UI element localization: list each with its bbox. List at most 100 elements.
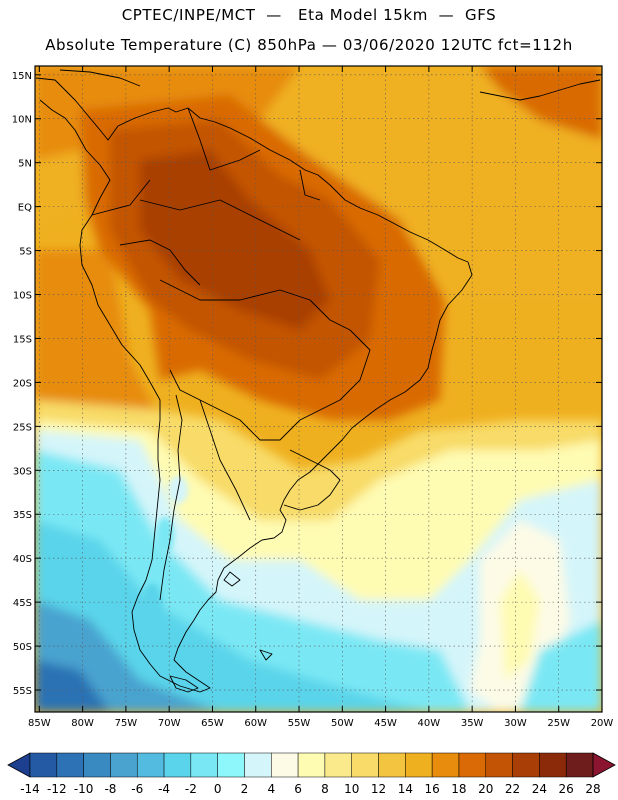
temperature-field xyxy=(35,66,602,712)
colorbar-label: 26 xyxy=(559,782,574,796)
colorbar-segment xyxy=(163,752,192,778)
colorbar-label: 18 xyxy=(451,782,466,796)
lat-tick-label: 25S xyxy=(13,422,32,433)
colorbar-segment xyxy=(217,752,245,778)
lat-tick-label: 20S xyxy=(13,378,32,389)
tierra-del-fuego xyxy=(169,675,199,693)
colorbar-segment xyxy=(110,752,138,778)
colorbar-label: -10 xyxy=(74,782,94,796)
lat-tick-label: 5S xyxy=(19,247,32,258)
colorbar-label: 2 xyxy=(241,782,249,796)
lon-tick-label: 30W xyxy=(504,718,527,729)
colorbar-label: -14 xyxy=(20,782,40,796)
colorbar-segment xyxy=(351,752,379,778)
lon-tick-label: 45W xyxy=(374,718,397,729)
lat-tick-label: 15N xyxy=(12,71,32,82)
lat-tick-label: 45S xyxy=(13,598,32,609)
colorbar-label: 24 xyxy=(532,782,547,796)
colorbar-segment xyxy=(378,752,406,778)
lon-tick-label: 75W xyxy=(115,718,138,729)
colorbar-segment xyxy=(297,752,326,778)
colorbar-segment xyxy=(512,752,540,778)
colorbar-segment xyxy=(271,752,299,778)
colorbar-label: 4 xyxy=(267,782,275,796)
colorbar-segment xyxy=(83,752,111,778)
coastlines-borders xyxy=(35,69,601,693)
lat-tick-label: 50S xyxy=(13,642,32,653)
field-pacific-warm xyxy=(35,250,160,420)
colorbar-label: -12 xyxy=(47,782,67,796)
colorbar-under-triangle xyxy=(7,752,31,778)
colorbar-segment xyxy=(324,752,352,778)
border-guianas xyxy=(299,169,321,201)
caribbean-islands xyxy=(479,79,601,101)
lat-tick-label: 40S xyxy=(13,554,32,565)
lat-tick-label: EQ xyxy=(18,203,32,214)
field-colder xyxy=(35,520,430,712)
lon-tick-label: 65W xyxy=(201,718,224,729)
colorbar-label: 12 xyxy=(371,782,386,796)
lat-tick-label: 30S xyxy=(13,466,32,477)
field-southeast-cold xyxy=(520,620,602,712)
lat-tick-label: 5N xyxy=(18,159,32,170)
lat-tick-label: 10S xyxy=(13,291,32,302)
lon-tick-label: 20W xyxy=(591,718,614,729)
axis-ticks: 15N 10N 5N EQ 5S 10S 15S 20S 25S 30S 35S 40S 45S 50S 5… xyxy=(12,66,614,729)
colorbar-label: 6 xyxy=(294,782,302,796)
colorbar-segment xyxy=(431,752,460,778)
field-andes-cool-3 xyxy=(142,583,162,627)
central-america-coast xyxy=(59,69,141,87)
colorbar-segment xyxy=(56,752,84,778)
lat-tick-label: 15S xyxy=(13,334,32,345)
lon-tick-label: 50W xyxy=(331,718,354,729)
colorbar-segment xyxy=(136,752,165,778)
border-north xyxy=(139,199,301,241)
colorbar-label: 0 xyxy=(214,782,222,796)
peninsula-valdes xyxy=(223,571,241,587)
lon-tick-label: 70W xyxy=(158,718,181,729)
colorbar-segment xyxy=(190,752,218,778)
colorbar-label: -8 xyxy=(104,782,116,796)
lon-tick-label: 85W xyxy=(28,718,51,729)
map-frame xyxy=(34,65,603,713)
south-america-coastline xyxy=(35,77,473,693)
field-atlantic-warm-core xyxy=(500,570,540,680)
title-line-2: Absolute Temperature (C) 850hPa — 03/06/… xyxy=(45,36,573,54)
field-coldest xyxy=(35,660,110,712)
lat-tick-label: 55S xyxy=(13,686,32,697)
field-core-hot xyxy=(140,150,330,330)
border-southern-cone xyxy=(199,399,251,521)
field-andes-cool-2 xyxy=(156,517,174,553)
colorbar: -14 -12 -10 -8 -6 -4 -2 0 2 4 6 8 10 12 14 16 18 20 22 24 26… xyxy=(7,752,616,796)
lat-tick-label: 10N xyxy=(12,115,32,126)
colorbar-segment xyxy=(565,752,594,778)
colorbar-label: 16 xyxy=(425,782,440,796)
colorbar-over-triangle xyxy=(592,752,616,778)
border-central xyxy=(159,279,371,441)
colorbar-segment xyxy=(244,752,272,778)
lon-tick-label: 35W xyxy=(461,718,484,729)
border-venezuela xyxy=(187,107,261,171)
border-peru-brazil xyxy=(119,239,201,286)
graticule xyxy=(35,66,602,712)
colorbar-segment xyxy=(29,752,58,778)
colorbar-label: 20 xyxy=(478,782,493,796)
colorbar-segment xyxy=(539,752,567,778)
colorbar-label: -6 xyxy=(131,782,143,796)
colorbar-label: -4 xyxy=(158,782,170,796)
title-line-1: CPTEC/INPE/MCT — Eta Model 15km — GFS xyxy=(121,6,497,24)
colorbar-segment xyxy=(405,752,433,778)
colorbar-label: 8 xyxy=(321,782,329,796)
falklands-islands xyxy=(259,649,273,661)
colorbar-label: 14 xyxy=(398,782,413,796)
colorbar-label: 28 xyxy=(585,782,600,796)
border-uruguay xyxy=(283,449,341,511)
border-andes xyxy=(159,394,183,601)
lon-tick-label: 80W xyxy=(71,718,94,729)
lon-tick-label: 60W xyxy=(244,718,267,729)
colorbar-label: 22 xyxy=(505,782,520,796)
lon-tick-label: 55W xyxy=(288,718,311,729)
lat-tick-label: 35S xyxy=(13,510,32,521)
